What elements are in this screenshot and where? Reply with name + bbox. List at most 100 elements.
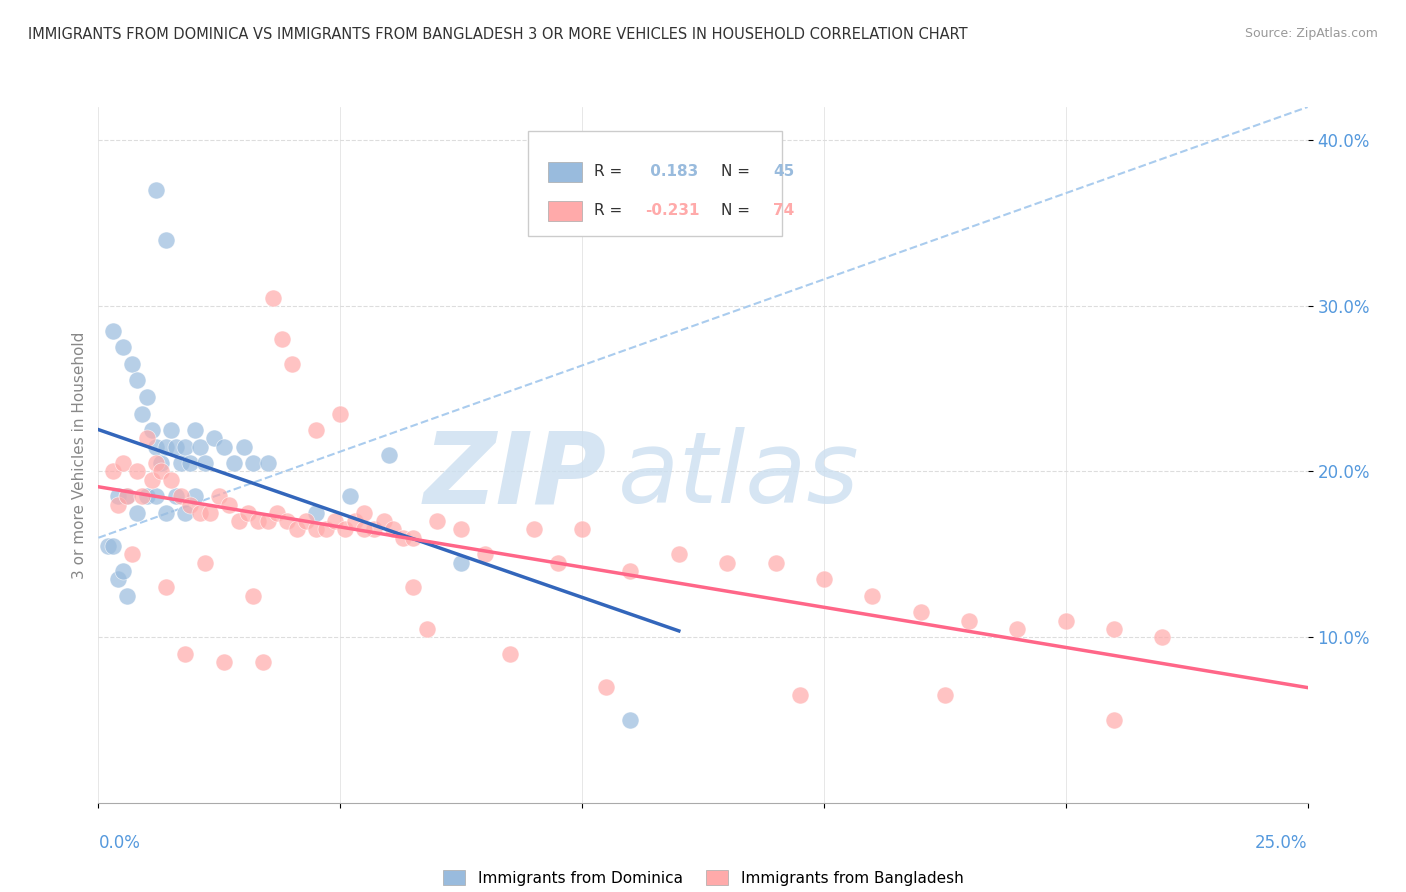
Point: [619, 564, 641, 578]
Point: [523, 523, 546, 537]
Point: [315, 523, 337, 537]
Point: [474, 547, 496, 561]
Point: [107, 572, 129, 586]
Text: ZIP: ZIP: [423, 427, 606, 524]
Text: IMMIGRANTS FROM DOMINICA VS IMMIGRANTS FROM BANGLADESH 3 OR MORE VEHICLES IN HOU: IMMIGRANTS FROM DOMINICA VS IMMIGRANTS F…: [28, 27, 967, 42]
Text: 74: 74: [773, 203, 794, 219]
Point: [117, 589, 139, 603]
Point: [256, 514, 278, 528]
Point: [252, 655, 274, 669]
Point: [174, 647, 197, 661]
Point: [155, 581, 177, 595]
Point: [184, 489, 207, 503]
Point: [242, 456, 264, 470]
Point: [97, 539, 120, 553]
Point: [238, 506, 260, 520]
Point: [179, 456, 201, 470]
Point: [619, 713, 641, 727]
Text: atlas: atlas: [619, 427, 860, 524]
Point: [450, 556, 472, 570]
Point: [1152, 630, 1174, 644]
Point: [150, 465, 173, 479]
Point: [789, 688, 811, 702]
Point: [765, 556, 787, 570]
Text: N =: N =: [721, 203, 755, 219]
Point: [145, 183, 167, 197]
Point: [957, 614, 980, 628]
Point: [595, 680, 617, 694]
Point: [145, 440, 167, 454]
Point: [111, 456, 134, 470]
Point: [668, 547, 690, 561]
Point: [382, 523, 405, 537]
Point: [266, 506, 288, 520]
Point: [188, 506, 211, 520]
Point: [247, 514, 270, 528]
Point: [222, 456, 245, 470]
Point: [934, 688, 956, 702]
Text: -0.231: -0.231: [645, 203, 699, 219]
Point: [184, 423, 207, 437]
Point: [281, 357, 304, 371]
Point: [131, 407, 153, 421]
Text: R =: R =: [595, 164, 627, 179]
Point: [145, 456, 167, 470]
Text: 0.0%: 0.0%: [98, 834, 141, 852]
Point: [271, 332, 294, 346]
Point: [571, 523, 593, 537]
Point: [117, 489, 139, 503]
Point: [121, 357, 143, 371]
Point: [343, 514, 366, 528]
Point: [111, 564, 134, 578]
Point: [910, 605, 932, 619]
Point: [547, 556, 569, 570]
Point: [117, 489, 139, 503]
Point: [329, 407, 352, 421]
Bar: [548, 162, 582, 182]
Point: [363, 523, 385, 537]
Point: [325, 514, 347, 528]
Text: R =: R =: [595, 203, 627, 219]
Point: [135, 489, 157, 503]
Bar: [548, 201, 582, 220]
Point: [204, 431, 226, 445]
Point: [212, 440, 235, 454]
Point: [426, 514, 449, 528]
Y-axis label: 3 or more Vehicles in Household: 3 or more Vehicles in Household: [72, 331, 87, 579]
Point: [212, 655, 235, 669]
Point: [179, 498, 201, 512]
Point: [1102, 622, 1125, 636]
Point: [188, 440, 211, 454]
Point: [174, 506, 197, 520]
Point: [305, 506, 328, 520]
Point: [228, 514, 250, 528]
Point: [1102, 713, 1125, 727]
Point: [141, 473, 163, 487]
Point: [150, 456, 173, 470]
Point: [232, 440, 254, 454]
Point: [101, 539, 124, 553]
Point: [218, 498, 240, 512]
Point: [377, 448, 399, 462]
Point: [101, 324, 124, 338]
Point: [121, 547, 143, 561]
Text: 0.183: 0.183: [645, 164, 699, 179]
Point: [353, 523, 375, 537]
Point: [242, 589, 264, 603]
Point: [392, 531, 415, 545]
Point: [208, 489, 231, 503]
Point: [450, 523, 472, 537]
Point: [276, 514, 298, 528]
Text: 45: 45: [773, 164, 794, 179]
Point: [339, 489, 361, 503]
Point: [127, 465, 149, 479]
Point: [305, 423, 328, 437]
Legend: Immigrants from Dominica, Immigrants from Bangladesh: Immigrants from Dominica, Immigrants fro…: [443, 870, 963, 886]
Point: [1054, 614, 1077, 628]
Point: [155, 233, 177, 247]
Point: [165, 440, 187, 454]
Point: [127, 506, 149, 520]
Point: [402, 581, 425, 595]
Point: [155, 440, 177, 454]
Point: [111, 340, 134, 354]
